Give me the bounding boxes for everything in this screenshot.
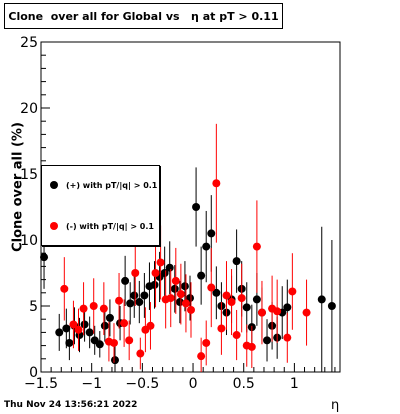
series-minus xyxy=(60,123,311,372)
data-point xyxy=(187,305,196,314)
data-point xyxy=(131,269,140,277)
legend-label-plus: (+) with pT/|q| > 0.1 xyxy=(66,180,158,190)
data-point xyxy=(95,340,104,349)
legend-entry-plus: (+) with pT/|q| > 0.1 xyxy=(48,180,157,190)
legend: (+) with pT/|q| > 0.1 (-) with pT/|q| > … xyxy=(41,165,160,246)
data-point xyxy=(207,283,216,292)
data-point xyxy=(99,304,108,313)
data-point xyxy=(110,356,119,365)
data-point xyxy=(170,284,179,293)
x-axis-label: η xyxy=(331,398,340,413)
data-point xyxy=(135,298,144,307)
data-point xyxy=(175,298,184,307)
x-tick-label: 0 xyxy=(189,376,198,392)
series-plus xyxy=(40,167,336,372)
data-point xyxy=(242,303,251,312)
data-point xyxy=(232,257,241,266)
data-point xyxy=(85,328,94,337)
data-point xyxy=(166,294,175,303)
data-point xyxy=(121,276,130,285)
data-point xyxy=(60,284,69,293)
data-point xyxy=(140,291,149,300)
data-point xyxy=(80,320,89,329)
legend-entry-minus: (-) with pT/|q| > 0.1 xyxy=(48,221,154,231)
y-tick-label: 0 xyxy=(29,365,38,381)
data-point xyxy=(156,258,165,267)
data-point xyxy=(283,303,292,312)
y-axis-label: Clone over all (%) xyxy=(10,122,26,252)
data-point xyxy=(89,302,98,310)
data-point xyxy=(136,349,145,358)
data-point xyxy=(151,269,160,277)
data-point xyxy=(273,307,282,316)
data-point xyxy=(327,302,336,310)
data-point xyxy=(55,328,64,337)
data-point xyxy=(202,242,211,251)
data-point xyxy=(197,352,206,361)
legend-marker-minus xyxy=(50,222,58,230)
data-point xyxy=(317,295,326,304)
data-point xyxy=(125,336,134,345)
data-point xyxy=(176,290,185,299)
data-point xyxy=(207,229,216,238)
data-marks xyxy=(40,123,336,372)
chart-title: Clone over all for Global vs η at pT > 0… xyxy=(4,3,283,29)
x-tick-label: −0.5 xyxy=(125,376,159,392)
legend-label-minus: (-) with pT/|q| > 0.1 xyxy=(66,221,154,231)
x-tick-label: 0.5 xyxy=(233,376,255,392)
data-point xyxy=(160,269,169,277)
data-point xyxy=(74,325,83,334)
y-tick-label: 25 xyxy=(20,35,38,51)
data-point xyxy=(247,342,256,351)
y-tick-label: 20 xyxy=(20,101,38,117)
data-point xyxy=(65,338,74,347)
y-tick-label: 10 xyxy=(20,233,38,249)
data-point xyxy=(212,179,221,188)
y-tick-label: 15 xyxy=(20,167,38,183)
timestamp: Thu Nov 24 13:56:21 2022 xyxy=(4,400,138,410)
data-point xyxy=(171,276,180,285)
data-point xyxy=(232,331,241,340)
data-point xyxy=(257,308,266,317)
data-point xyxy=(222,291,231,300)
data-point xyxy=(130,291,139,300)
data-point xyxy=(288,287,297,296)
data-point xyxy=(227,298,236,307)
data-point xyxy=(115,296,124,305)
data-point xyxy=(212,288,221,297)
data-point xyxy=(263,336,272,345)
data-point xyxy=(100,321,109,330)
legend-marker-plus xyxy=(50,181,58,189)
data-point xyxy=(283,333,292,342)
data-point xyxy=(217,324,226,333)
data-point xyxy=(237,294,246,303)
data-point xyxy=(105,313,114,322)
data-point xyxy=(150,280,159,289)
data-point xyxy=(62,324,71,333)
data-point xyxy=(252,295,261,304)
data-point xyxy=(180,282,189,291)
y-tick-label: 5 xyxy=(29,299,38,315)
data-point xyxy=(40,253,49,262)
data-point xyxy=(69,320,78,329)
data-point xyxy=(202,338,211,347)
x-tick-label: −1 xyxy=(81,376,102,392)
data-point xyxy=(126,299,135,308)
data-point xyxy=(302,308,311,317)
data-point xyxy=(120,319,129,328)
data-point xyxy=(165,263,174,272)
x-tick-label: 1 xyxy=(290,376,299,392)
x-tick-label: −1.5 xyxy=(24,376,58,392)
data-point xyxy=(192,203,201,211)
data-point xyxy=(109,338,118,347)
data-point xyxy=(252,242,261,251)
data-point xyxy=(197,271,206,280)
data-point xyxy=(181,299,190,308)
data-point xyxy=(146,321,155,330)
data-point xyxy=(79,304,88,313)
